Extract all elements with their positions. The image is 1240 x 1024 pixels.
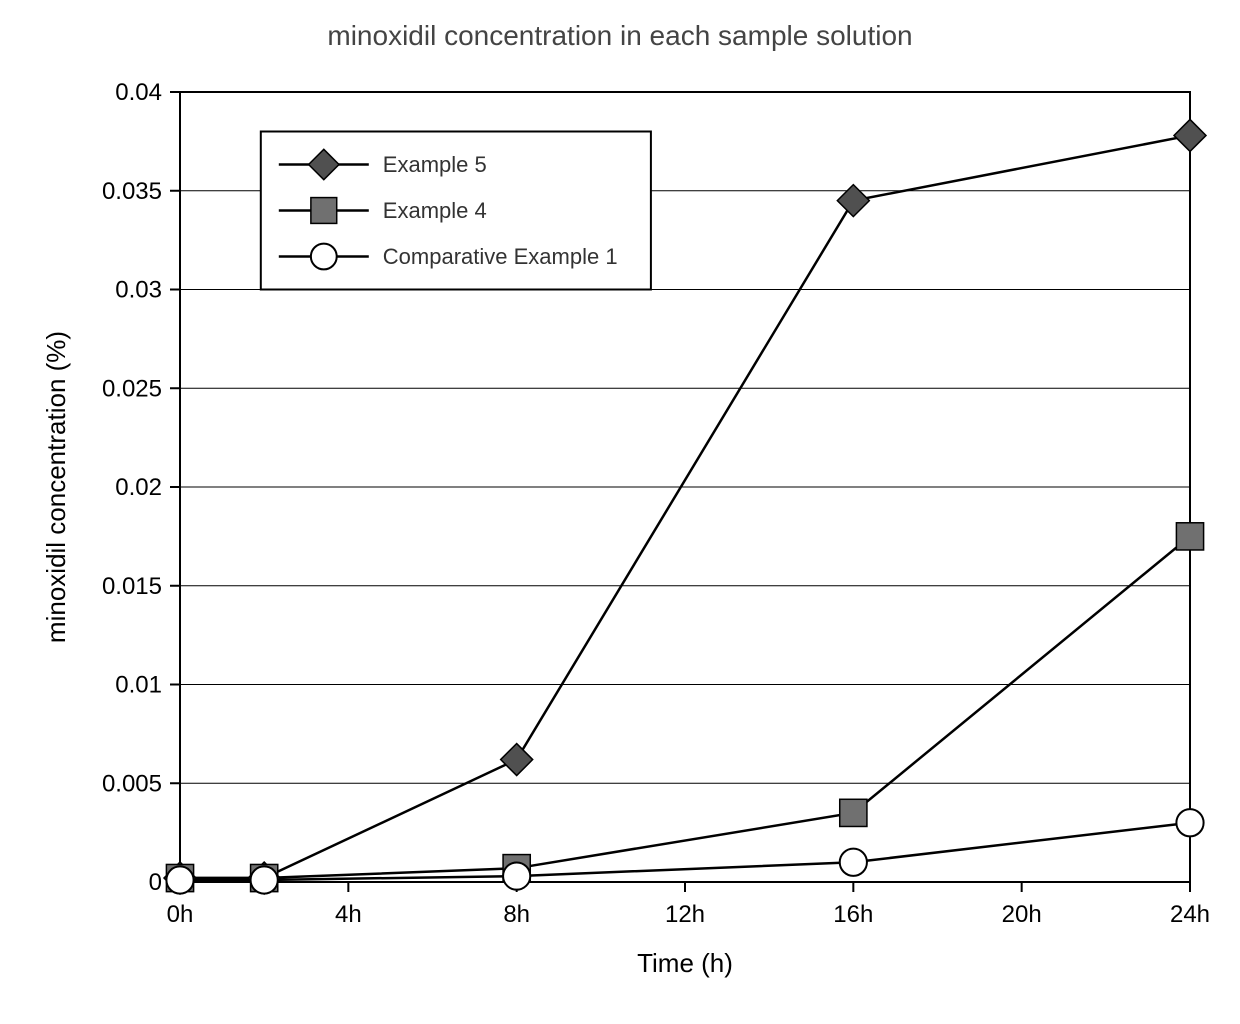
y-tick-label: 0.02 [115, 474, 162, 501]
legend-label: Example 4 [383, 198, 487, 223]
y-tick-label: 0.04 [115, 79, 162, 106]
x-tick-label: 8h [503, 901, 530, 928]
x-tick-label: 24h [1170, 901, 1210, 928]
line-chart-svg: 0h 4h 8h 12h 16h 20h 24h 0 0.005 0.01 0.015 0.02 0.0… [20, 62, 1220, 1002]
chart-container: minoxidil concentration in each sample s… [20, 20, 1220, 1004]
y-tick-label: 0.01 [115, 672, 162, 699]
y-tick-label: 0.005 [102, 770, 162, 797]
y-tick-label: 0.03 [115, 277, 162, 304]
y-tick-label: 0.035 [102, 178, 162, 205]
y-tick-label: 0.025 [102, 375, 162, 402]
legend: Example 5 Example 4 Comparative Example 1 [261, 132, 651, 290]
x-tick-label: 20h [1002, 901, 1042, 928]
x-tick-label: 12h [665, 901, 705, 928]
x-tick-label: 4h [335, 901, 362, 928]
y-tick-label: 0 [149, 869, 162, 896]
chart-title: minoxidil concentration in each sample s… [20, 20, 1220, 52]
y-axis-label: minoxidil concentration (%) [41, 331, 71, 643]
legend-label: Comparative Example 1 [383, 244, 618, 269]
x-tick-label: 16h [833, 901, 873, 928]
legend-label: Example 5 [383, 152, 487, 177]
y-tick-label: 0.015 [102, 573, 162, 600]
x-axis-label: Time (h) [637, 948, 733, 978]
x-tick-label: 0h [167, 901, 194, 928]
